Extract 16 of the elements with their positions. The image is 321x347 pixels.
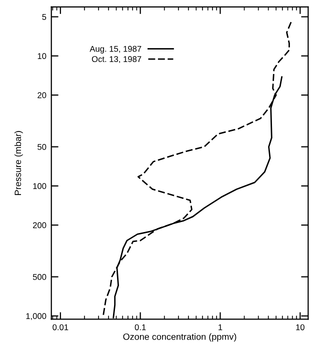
x-tick-label: 0.1 <box>134 324 146 330</box>
y-tick-label: 500 <box>32 274 46 280</box>
y-tick-label: 50 <box>38 144 46 150</box>
y-tick-label: 5 <box>42 14 46 20</box>
y-tick-label: 20 <box>38 92 46 98</box>
y-tick-label: 100 <box>33 183 46 190</box>
y-tick-label: 10 <box>38 53 46 60</box>
y-axis-title: Pressure (mbar) <box>14 131 23 195</box>
legend-label: Oct. 13, 1987 <box>92 56 142 64</box>
x-tick-label: 1 <box>218 324 222 330</box>
x-tick-label: 0.01 <box>52 324 68 330</box>
x-axis-title: Ozone concentration (ppmv) <box>123 333 236 342</box>
y-tick-label: 1,000 <box>26 313 46 320</box>
legend-label: Aug. 15, 1987 <box>90 46 142 54</box>
x-tick-label: 10 <box>296 324 304 330</box>
y-tick-label: 200 <box>33 222 46 228</box>
